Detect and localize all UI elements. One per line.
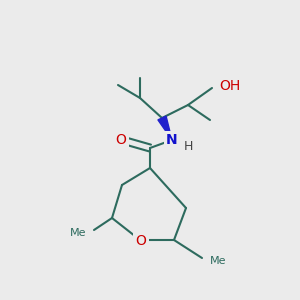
Text: O: O <box>116 133 126 147</box>
Text: H: H <box>183 140 193 152</box>
Text: O: O <box>136 234 146 248</box>
Text: Me: Me <box>70 228 86 238</box>
Text: OH: OH <box>219 79 240 93</box>
Text: N: N <box>166 133 178 147</box>
Polygon shape <box>158 116 172 140</box>
Text: O: O <box>136 234 146 248</box>
Text: Me: Me <box>70 228 86 238</box>
Text: N: N <box>166 133 178 147</box>
Text: H: H <box>183 140 193 152</box>
Text: O: O <box>116 133 126 147</box>
Text: OH: OH <box>219 79 240 93</box>
Text: Me: Me <box>210 256 226 266</box>
Text: Me: Me <box>210 256 226 266</box>
